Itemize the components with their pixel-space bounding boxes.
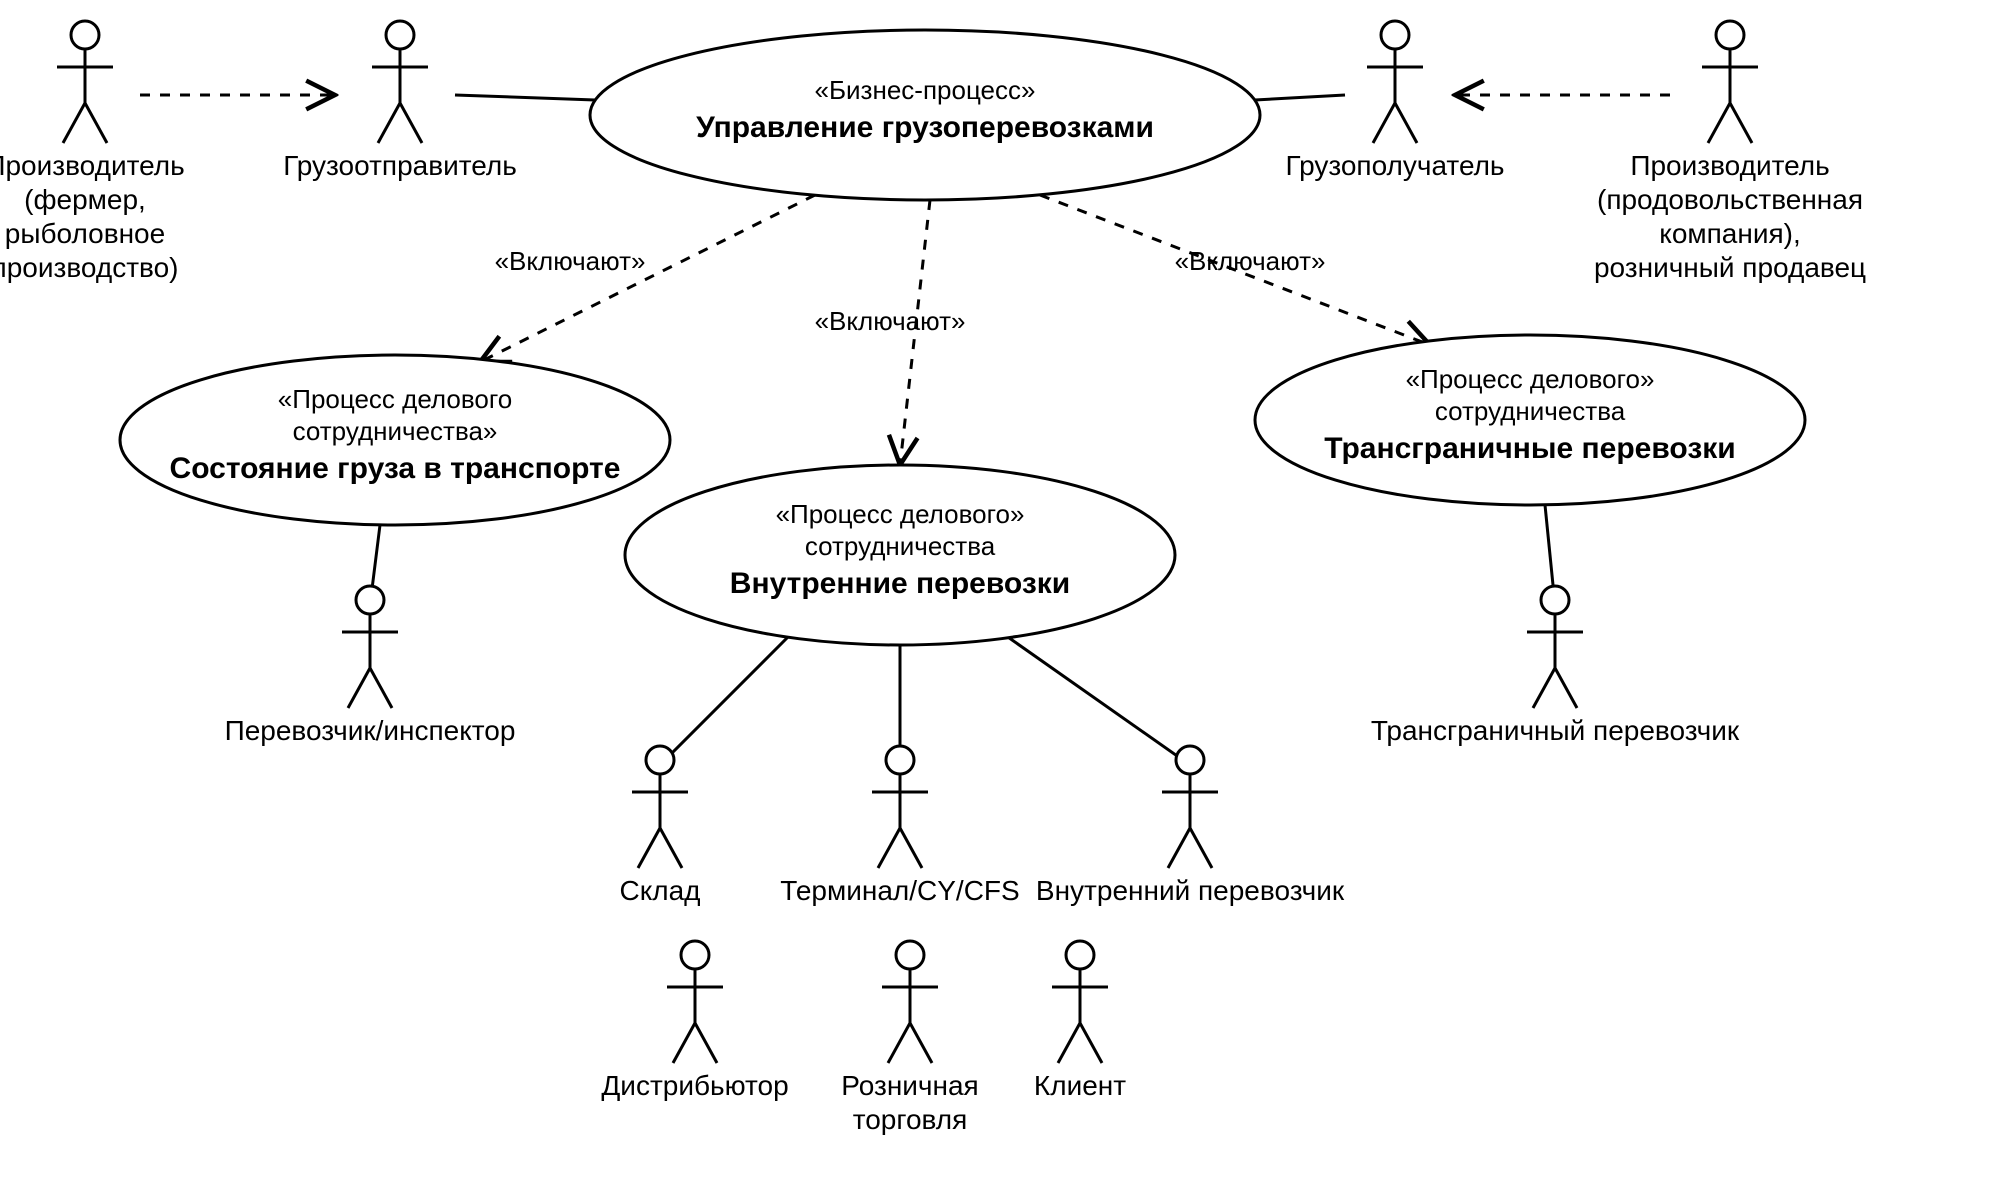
usecase-title: Состояние груза в транспорте [170, 452, 621, 485]
actor-label: Грузополучатель [1285, 150, 1504, 181]
actor-label: Склад [619, 875, 700, 906]
usecase-stereotype: «Процесс делового» [1406, 364, 1655, 394]
edge-label: «Включают» [815, 306, 966, 336]
actor-label: Дистрибьютор [601, 1070, 788, 1101]
actor-client: Клиент [1034, 941, 1126, 1101]
usecase-stereotype2: сотрудничества» [293, 416, 498, 446]
usecase-title: Трансграничные перевозки [1324, 432, 1735, 465]
usecase-stereotype: «Процесс делового» [776, 499, 1025, 529]
actor-distributor: Дистрибьютор [601, 941, 788, 1101]
usecase-stereotype: «Процесс делового [278, 384, 512, 414]
actor-label: компания), [1659, 218, 1801, 249]
edge [1255, 95, 1345, 100]
actor-label: Внутренний перевозчик [1036, 875, 1345, 906]
actor-crossborder_carrier: Трансграничный перевозчик [1371, 586, 1740, 746]
actor-label: Розничная [841, 1070, 978, 1101]
edge [455, 95, 595, 100]
actor-retail: Розничнаяторговля [841, 941, 978, 1135]
actor-shipper: Грузоотправитель [283, 21, 517, 181]
actor-label: (фермер, [24, 184, 146, 215]
edge [1005, 635, 1190, 765]
actor-label: Терминал/CY/CFS [780, 875, 1019, 906]
usecase-title: Управление грузоперевозками [696, 111, 1154, 144]
actor-warehouse: Склад [619, 746, 700, 906]
actor-label: (продовольственная [1597, 184, 1863, 215]
actor-label: торговля [853, 1104, 968, 1135]
usecase-title: Внутренние перевозки [730, 567, 1070, 600]
actor-label: производство) [0, 252, 178, 283]
actor-label: Трансграничный перевозчик [1371, 715, 1740, 746]
actor-label: Производитель [0, 150, 185, 181]
actor-label: Перевозчик/инспектор [225, 715, 516, 746]
edge [660, 635, 790, 765]
actor-producer_right: Производитель(продовольственнаякомпания)… [1594, 21, 1866, 283]
actor-carrier_inspector: Перевозчик/инспектор [225, 586, 516, 746]
edge-label: «Включают» [495, 246, 646, 276]
edge-label: «Включают» [1175, 246, 1326, 276]
actor-label: розничный продавец [1594, 252, 1866, 283]
actor-terminal: Терминал/CY/CFS [780, 746, 1019, 906]
actor-producer_left: Производитель(фермер,рыболовноепроизводс… [0, 21, 185, 283]
diagram-canvas: «Бизнес-процесс» Управление грузоперевозк… [0, 0, 1995, 1189]
usecase-stereotype2: сотрудничества [805, 531, 996, 561]
edge [480, 195, 815, 362]
actor-label: Грузоотправитель [283, 150, 517, 181]
usecase-stereotype: «Бизнес-процесс» [815, 75, 1036, 105]
actor-label: Производитель [1630, 150, 1829, 181]
usecase-stereotype2: сотрудничества [1435, 396, 1626, 426]
actor-consignee: Грузополучатель [1285, 21, 1504, 181]
actor-domestic_carrier: Внутренний перевозчик [1036, 746, 1345, 906]
actor-label: Клиент [1034, 1070, 1126, 1101]
actor-label: рыболовное [5, 218, 165, 249]
